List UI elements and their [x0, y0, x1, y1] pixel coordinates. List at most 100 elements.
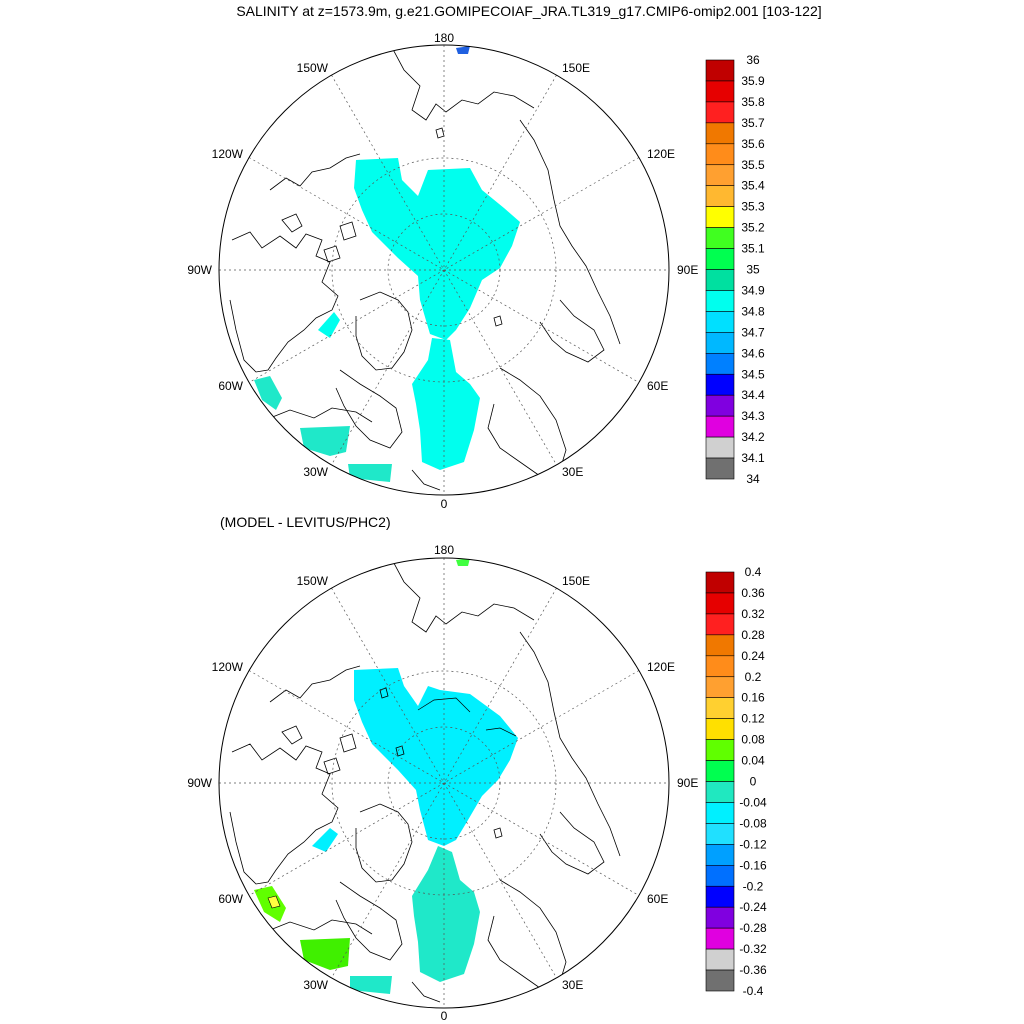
colorbar-swatch	[705, 311, 735, 333]
atlantic-diff-fill	[412, 846, 480, 982]
colorbar-label: 0.36	[741, 586, 765, 600]
colorbar-label: 36	[746, 53, 760, 67]
colorbar-label: -0.04	[739, 795, 767, 809]
colorbar-label: 34.3	[741, 409, 765, 423]
colorbar-swatch	[705, 571, 735, 594]
colorbar-label: 34.5	[741, 367, 765, 381]
south-atlantic-fill	[348, 464, 392, 482]
lon-label-0: 0	[441, 497, 448, 511]
colorbar-label: 34.1	[741, 451, 765, 465]
colorbar-swatch	[705, 101, 735, 124]
lon-label-150e: 150E	[562, 574, 590, 588]
arctic-ocean-fill	[354, 158, 520, 340]
lon-label-90w: 90W	[187, 776, 212, 790]
lon-label-0: 0	[441, 1009, 448, 1023]
colorbar-swatch	[705, 906, 735, 929]
fram-strait-fill	[412, 338, 480, 470]
colorbar-label: 35.8	[741, 95, 765, 109]
colorbar-label: -0.4	[743, 984, 764, 998]
colorbar-label: 0.08	[741, 733, 765, 747]
lon-label-90e: 90E	[677, 263, 698, 277]
longitude-labels: 180 150E 120E 90E 60E 30E 0 30W 60W 90W …	[187, 31, 698, 511]
colorbar-label: -0.2	[743, 879, 764, 893]
graticule	[219, 45, 669, 495]
colorbar-swatch	[705, 59, 735, 82]
colorbar-label: 35.9	[741, 74, 765, 88]
colorbar-label: 0	[750, 775, 757, 789]
colorbar-label: 0.04	[741, 754, 765, 768]
colorbar-label: 35	[746, 263, 760, 277]
baffin-bay-fill	[318, 312, 340, 338]
labrador-diff-core	[267, 895, 281, 909]
colorbar-swatch	[705, 655, 735, 678]
colorbar-swatch	[705, 864, 735, 887]
central-arctic-contour	[417, 697, 471, 713]
colorbar-swatch	[705, 436, 735, 459]
colorbar-swatch	[705, 122, 735, 145]
colorbar-swatch	[705, 206, 735, 228]
colorbar-label: 34.2	[741, 430, 765, 444]
difference-colorbar: 0.4 0.36 0.32 0.28 0.24 0.2 0.16 0.12 0.08 0.04 0 -…	[705, 565, 767, 998]
colorbar-label: 35.4	[741, 179, 765, 193]
colorbar-swatch	[705, 927, 735, 950]
colorbar-swatch	[705, 739, 735, 761]
lon-label-150w: 150W	[297, 574, 329, 588]
colorbar-label: 35.6	[741, 137, 765, 151]
colorbar-label: 0.24	[741, 649, 765, 663]
lon-label-60e: 60E	[647, 379, 668, 393]
colorbar-label: -0.24	[739, 900, 767, 914]
colorbar-label: 35.1	[741, 242, 765, 256]
map-border	[218, 44, 670, 496]
lon-label-180: 180	[434, 31, 454, 45]
colorbar-swatch	[705, 164, 735, 187]
colorbar-swatch	[705, 844, 735, 866]
colorbar-swatch	[705, 415, 735, 438]
colorbar-swatch	[705, 634, 735, 657]
colorbar-label: 34.4	[741, 388, 765, 402]
labrador-fill	[254, 376, 282, 410]
colorbar-swatch	[705, 781, 735, 803]
lon-label-90e: 90E	[677, 776, 698, 790]
difference-panel-title: (MODEL - LEVITUS/PHC2)	[220, 514, 391, 530]
lon-label-30w: 30W	[303, 978, 328, 992]
colorbar-swatch	[705, 969, 735, 992]
baffin-diff-fill	[312, 828, 338, 852]
colorbar-swatch	[705, 248, 735, 270]
colorbar-swatch	[705, 697, 735, 719]
lon-label-150w: 150W	[297, 61, 329, 75]
bering-fill	[456, 46, 470, 54]
north-atlantic-fill	[300, 426, 350, 456]
lon-label-90w: 90W	[187, 263, 212, 277]
lon-label-30w: 30W	[303, 465, 328, 479]
coastlines	[229, 45, 621, 491]
salinity-colorbar: 36 35.9 35.8 35.7 35.6 35.5 35.4 35.3 35.2 35.1 35…	[705, 53, 765, 486]
north-atlantic-diff-fill	[300, 938, 350, 970]
colorbar-swatch	[705, 373, 735, 396]
south-atlantic-diff-fill	[350, 976, 392, 994]
colorbar-swatch	[705, 760, 735, 782]
longitude-labels-diff: 180 150E 120E 90E 60E 30E 0 30W 60W 90W …	[187, 543, 698, 1023]
lon-label-120w: 120W	[212, 660, 244, 674]
colorbar-swatch	[705, 948, 735, 971]
graticule-diff	[219, 558, 669, 1008]
colorbar-label: 35.7	[741, 116, 765, 130]
lon-label-120e: 120E	[647, 660, 675, 674]
colorbar-label: 34.6	[741, 346, 765, 360]
colorbar-label: 0.2	[745, 670, 762, 684]
lon-label-60e: 60E	[647, 892, 668, 906]
colorbar-label: 35.2	[741, 221, 765, 235]
lon-label-30e: 30E	[562, 978, 583, 992]
colorbar-swatch	[705, 676, 735, 699]
difference-map: 180 150E 120E 90E 60E 30E 0 30W 60W 90W …	[187, 543, 698, 1023]
colorbar-swatch	[705, 592, 735, 615]
colorbar-swatch	[705, 823, 735, 845]
colorbar-swatch	[705, 227, 735, 249]
colorbar-label: 0.28	[741, 628, 765, 642]
colorbar-label: 35.5	[741, 158, 765, 172]
colorbar-label: 34.9	[741, 283, 765, 297]
colorbar-label: -0.12	[739, 837, 767, 851]
lon-label-60w: 60W	[218, 892, 243, 906]
colorbar-swatch	[705, 802, 735, 824]
colorbar-swatch	[705, 80, 735, 103]
arctic-ocean-diff-fill	[354, 668, 518, 846]
